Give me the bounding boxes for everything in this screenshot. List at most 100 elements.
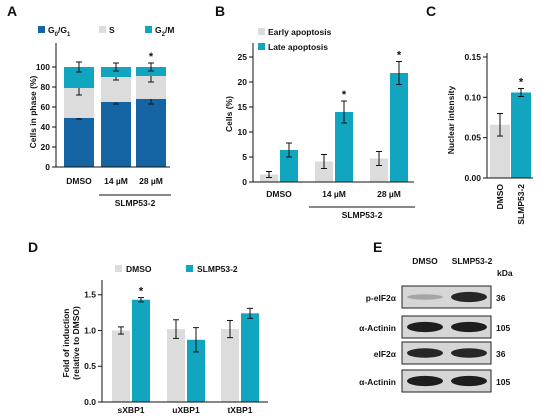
legend-label-G0-G1: G0/G1	[48, 25, 71, 38]
category-label-b: 28 µM	[377, 189, 401, 199]
panel-label-a: A	[7, 3, 17, 19]
bar-a-G2-M-0	[64, 67, 94, 88]
blot-row-label: p-eIF2α	[366, 293, 397, 303]
panel-d-y-tick-label: 0.0	[84, 397, 96, 407]
legend-swatch-late-apoptosis	[258, 43, 265, 50]
bar-a-G0-G1-2	[136, 99, 166, 167]
panel-a-y-tick-label: 0	[45, 162, 50, 172]
significance-star-d: *	[139, 286, 144, 298]
panel-a-y-tick-label: 40	[41, 122, 51, 132]
blot-band	[451, 375, 487, 387]
legend-text: G	[155, 25, 162, 35]
legend-swatch-dmso	[115, 265, 122, 272]
bar-b-0-2	[370, 158, 388, 182]
significance-star-b: *	[342, 89, 347, 101]
blot-column-dmso: DMSO	[412, 256, 438, 266]
blot-band	[407, 294, 443, 300]
blot-panel	[401, 369, 492, 393]
bar-a-G2-M-1	[101, 67, 131, 77]
bar-b-0-1	[315, 161, 333, 182]
legend-swatch-s	[99, 26, 106, 33]
legend-swatch-early-apoptosis	[258, 28, 265, 35]
panel-d-y-tick-label: 1.0	[84, 325, 96, 335]
panel-label-b: B	[215, 3, 225, 19]
blot-row-label: α-Actinin	[359, 323, 396, 333]
panel-a-y-tick-label: 100	[36, 62, 50, 72]
panel-a-y-tick-label: 80	[41, 82, 51, 92]
blot-panel	[401, 341, 492, 365]
panel-b-y-tick-label: 20	[238, 77, 248, 87]
panel-a-group-label: SLMP53-2	[115, 198, 156, 208]
panel-d-y-tick-label: 1.5	[84, 290, 96, 300]
category-label-d: uXBP1	[172, 405, 200, 415]
panel-c-y-tick-label: 0.15	[464, 52, 481, 62]
legend-label-s: S	[109, 25, 115, 35]
panel-label-c: C	[426, 3, 436, 19]
bar-d-0-1	[167, 329, 185, 402]
panel-b-y-axis-label-line: Cells (%)	[224, 96, 234, 132]
blot-row-size: 36	[496, 349, 506, 359]
category-label-b: DMSO	[266, 189, 292, 199]
bar-c-0	[490, 124, 510, 178]
bar-b-1-0	[280, 150, 298, 182]
bar-b-1-1	[335, 112, 353, 182]
bar-a-S-1	[101, 77, 131, 102]
blot-row-size: 105	[496, 377, 510, 387]
panel-label-e: E	[373, 239, 382, 255]
panel-c-y-axis-label: Nuclear intensity	[446, 85, 456, 154]
bar-d-1-2	[241, 313, 259, 402]
category-label-d: tXBP1	[227, 405, 252, 415]
bar-b-1-2	[390, 73, 408, 182]
panel-c-y-tick-label: 0.00	[464, 173, 481, 183]
blot-panel	[401, 285, 492, 309]
legend-label-early-apoptosis: Early apoptosis	[268, 27, 332, 37]
significance-star-a: *	[149, 51, 154, 63]
category-label-a: 14 µM	[104, 176, 128, 186]
bar-d-1-0	[132, 299, 150, 402]
legend-label-late-apoptosis: Late apoptosis	[268, 42, 328, 52]
panel-b-group-label: SLMP53-2	[342, 210, 383, 220]
bar-d-0-2	[221, 329, 239, 402]
blot-column-slmp53-2: SLMP53-2	[452, 256, 493, 266]
legend-sub: 1	[67, 32, 71, 38]
blot-row-label: α-Actinin	[359, 377, 396, 387]
bar-a-S-2	[136, 76, 166, 99]
blot-row-label: eIF2α	[374, 349, 397, 359]
legend-label-G2-M: G2/M	[155, 25, 174, 38]
panel-a-y-axis-label: Cells in phase (%)	[28, 75, 38, 148]
panel-c-y-axis-label-line: Nuclear intensity	[446, 85, 456, 154]
panel-b-y-tick-label: 25	[238, 52, 248, 62]
blot-band	[451, 291, 487, 303]
panel-a-y-tick-label: 60	[41, 102, 51, 112]
blot-band	[451, 348, 487, 358]
panel-a-y-axis-label-line: Cells in phase (%)	[28, 75, 38, 148]
panel-a-y-tick-label: 20	[41, 142, 51, 152]
panel-c-y-tick-label: 0.10	[464, 92, 481, 102]
blot-band	[451, 321, 487, 333]
legend-text: /M	[165, 25, 174, 35]
panel-c-y-tick-label: 0.05	[464, 133, 481, 143]
panel-b-y-axis-label: Cells (%)	[224, 96, 234, 132]
legend-swatch-g0-g1	[38, 26, 45, 33]
blot-row-size: 105	[496, 323, 510, 333]
legend-text: G	[48, 25, 55, 35]
panel-b-y-tick-label: 15	[238, 102, 248, 112]
blot-band	[407, 348, 443, 358]
panel-d-y-axis-label-line: (relative to DMSO)	[71, 306, 81, 380]
panel-b-y-tick-label: 0	[242, 177, 247, 187]
legend-label-slmp53-2: SLMP53-2	[197, 264, 238, 274]
legend-sub: 0	[55, 32, 59, 38]
category-label-a: 28 µM	[139, 176, 163, 186]
bar-d-0-0	[112, 330, 130, 402]
category-label-a: DMSO	[66, 176, 92, 186]
legend-text: /G	[58, 25, 67, 35]
category-label-c: DMSO	[495, 184, 505, 210]
panel-d-y-axis-label-line: Fold of induction	[61, 309, 71, 378]
legend-swatch-g2-m	[145, 26, 152, 33]
bar-b-0-0	[260, 174, 278, 182]
category-label-b: 14 µM	[322, 189, 346, 199]
bar-c-1	[511, 92, 531, 178]
blot-panel	[401, 315, 492, 339]
panel-d-y-axis-label: Fold of induction(relative to DMSO)	[61, 306, 81, 380]
